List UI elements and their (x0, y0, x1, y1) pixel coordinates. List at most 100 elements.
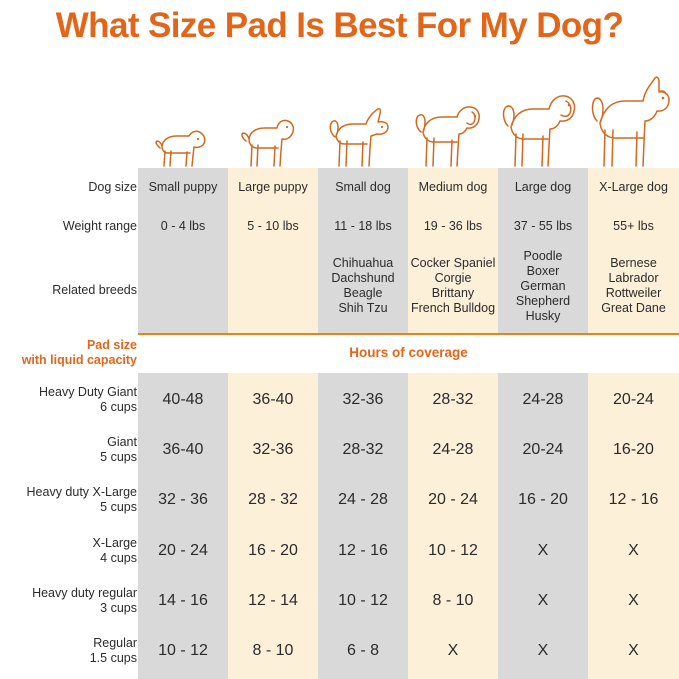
coverage-r4-c5: X (628, 592, 639, 609)
pad-name: Giant (107, 435, 137, 449)
large-dog-silhouette-icon (502, 95, 576, 167)
body-shade-xlarge-dog (588, 373, 679, 679)
section-divider-rule (138, 333, 679, 335)
coverage-r3-c4: X (537, 542, 549, 559)
column-shade-large-dog (498, 168, 588, 333)
breed-item: Corgie (434, 271, 472, 285)
coverage-r5-c2: 6 - 8 (346, 642, 379, 659)
pad-capacity: 3 cups (100, 600, 137, 615)
small-dog-silhouette-icon (329, 108, 389, 167)
coverage-r0-c5: 20-24 (613, 391, 654, 408)
pad-row-label-heavy-duty-regular: Heavy duty regular 3 cups (0, 586, 137, 615)
body-shade-small-dog (318, 373, 408, 679)
breed-item: Brittany (431, 286, 475, 300)
coverage-r2-c1: 28 - 32 (248, 491, 298, 508)
coverage-r0-c0: 40-48 (162, 391, 204, 408)
body-shade-small-puppy (138, 373, 228, 679)
pad-capacity: 4 cups (100, 550, 137, 565)
pad-size-line-1: Pad size (86, 338, 137, 352)
dog-size-medium-dog: Medium dog (418, 180, 488, 194)
weight-xlarge-dog: 55+ lbs (613, 219, 654, 233)
body-shade-large-puppy (228, 373, 318, 679)
breed-item: Labrador (608, 271, 659, 285)
pad-size-line-2: with liquid capacity (21, 352, 137, 367)
pad-capacity: 5 cups (100, 499, 137, 514)
dog-silhouette-row (138, 72, 679, 168)
coverage-r3-c1: 16 - 20 (248, 542, 298, 559)
breed-item: Dachshund (331, 271, 395, 285)
small-puppy-silhouette-cell (138, 72, 228, 168)
coverage-r3-c2: 12 - 16 (338, 542, 388, 559)
coverage-r0-c2: 32-36 (342, 391, 384, 408)
column-shade-medium-dog (408, 168, 498, 333)
column-shade-xlarge-dog (588, 168, 679, 333)
row-label-dog-size: Dog size (88, 180, 137, 194)
pad-capacity: 1.5 cups (89, 650, 137, 665)
pad-name: X-Large (92, 536, 137, 550)
breed-item: Chihuahua (332, 256, 394, 270)
coverage-r0-c1: 36-40 (252, 391, 294, 408)
coverage-r2-c3: 20 - 24 (428, 491, 478, 508)
column-shade-small-puppy (138, 168, 228, 333)
body-shade-medium-dog (408, 373, 498, 679)
weight-small-puppy: 0 - 4 lbs (160, 219, 206, 233)
coverage-r2-c4: 16 - 20 (518, 491, 568, 508)
small-puppy-silhouette-icon (155, 130, 206, 167)
breed-item: Bernese (610, 256, 657, 270)
breed-item: Beagle (343, 286, 383, 300)
dog-size-small-dog: Small dog (335, 180, 391, 194)
coverage-r1-c0: 36-40 (162, 441, 204, 458)
medium-dog-silhouette-cell (408, 72, 498, 168)
coverage-r3-c0: 20 - 24 (158, 542, 208, 559)
coverage-r4-c1: 12 - 14 (248, 592, 298, 609)
xlarge-dog-silhouette-cell (588, 72, 678, 168)
coverage-r0-c3: 28-32 (432, 391, 474, 408)
coverage-r4-c2: 10 - 12 (338, 592, 388, 609)
weight-large-puppy: 5 - 10 lbs (247, 219, 299, 233)
coverage-r4-c3: 8 - 10 (432, 592, 474, 609)
small-dog-silhouette-cell (318, 72, 408, 168)
coverage-r5-c4: X (537, 642, 549, 659)
section-divider-gap (138, 334, 679, 373)
dog-size-large-puppy: Large puppy (238, 180, 308, 194)
medium-dog-silhouette-icon (415, 106, 480, 167)
pad-capacity: 6 cups (100, 399, 137, 414)
pad-name: Heavy duty regular (32, 586, 137, 600)
coverage-r0-c4: 24-28 (522, 391, 564, 408)
weight-medium-dog: 19 - 36 lbs (423, 219, 483, 233)
coverage-r5-c3: X (447, 642, 459, 659)
row-label-related-breeds: Related breeds (52, 283, 137, 297)
pad-row-label-xlarge: X-Large 4 cups (0, 536, 137, 565)
coverage-r5-c0: 10 - 12 (158, 642, 208, 659)
large-dog-silhouette-cell (498, 72, 588, 168)
coverage-r1-c2: 28-32 (342, 441, 384, 458)
breed-item: Shepherd (515, 294, 571, 308)
column-shade-large-puppy (228, 168, 318, 333)
dog-size-large-dog: Large dog (514, 180, 572, 194)
pad-name: Heavy Duty Giant (39, 385, 137, 399)
coverage-r2-c5: 12 - 16 (608, 491, 659, 508)
breed-item: Husky (525, 309, 561, 323)
breeds-medium-dog: Cocker Spaniel Corgie Brittany French Bu… (403, 256, 503, 316)
dog-size-xlarge-dog: X-Large dog (599, 180, 668, 194)
xlarge-dog-silhouette-icon (591, 76, 670, 167)
pad-name: Regular (93, 636, 137, 650)
breed-item: Shih Tzu (338, 301, 388, 315)
row-label-pad-size: Pad size with liquid capacity (0, 338, 137, 367)
pad-capacity: 5 cups (100, 449, 137, 464)
pad-row-label-heavy-duty-giant: Heavy Duty Giant 6 cups (0, 385, 137, 414)
pad-name: Heavy duty X-Large (26, 485, 137, 499)
large-puppy-silhouette-cell (228, 72, 318, 168)
dog-size-small-puppy: Small puppy (148, 180, 218, 194)
row-label-weight-range: Weight range (62, 219, 137, 233)
coverage-r4-c4: X (537, 592, 549, 609)
breed-item: Great Dane (601, 301, 666, 315)
body-shade-large-dog (498, 373, 588, 679)
breeds-large-dog: Poodle Boxer German Shepherd Husky (498, 249, 588, 324)
pad-row-label-heavy-duty-xlarge: Heavy duty X-Large 5 cups (0, 485, 137, 514)
coverage-r3-c3: 10 - 12 (428, 542, 478, 559)
breed-item: Rottweiler (605, 286, 662, 300)
large-puppy-silhouette-icon (241, 119, 295, 167)
coverage-r5-c5: X (628, 642, 639, 659)
breed-item: Cocker Spaniel (410, 256, 496, 270)
